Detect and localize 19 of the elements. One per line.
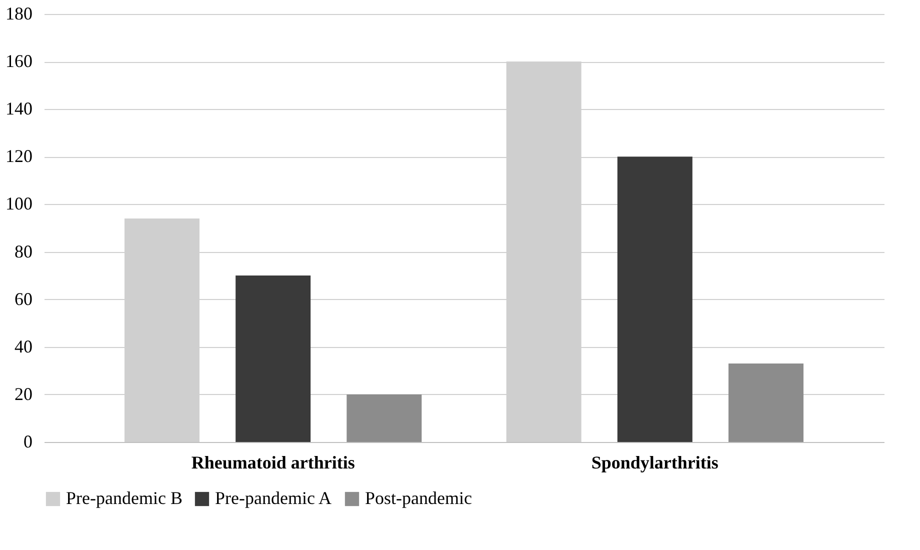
legend-label: Post-pandemic — [365, 488, 472, 508]
y-tick-label: 100 — [6, 194, 32, 214]
y-tick-label: 20 — [14, 384, 32, 404]
y-tick-label: 40 — [14, 336, 32, 356]
bar — [728, 364, 804, 442]
y-tick-label: 120 — [6, 146, 32, 166]
legend-label: Pre-pandemic A — [215, 488, 332, 508]
x-tick-label: Spondylarthritis — [591, 452, 718, 472]
x-tick-label: Rheumatoid arthritis — [191, 452, 355, 472]
y-tick-label: 180 — [6, 4, 32, 24]
y-tick-label: 140 — [6, 98, 32, 119]
y-tick-label: 60 — [14, 288, 32, 309]
legend-label: Pre-pandemic B — [66, 488, 182, 508]
bar — [346, 394, 422, 442]
bar — [236, 276, 311, 442]
y-tick-label: 0 — [24, 432, 32, 452]
y-tick-label: 80 — [14, 241, 32, 262]
y-tick-label: 160 — [6, 51, 32, 72]
bar — [617, 156, 692, 442]
